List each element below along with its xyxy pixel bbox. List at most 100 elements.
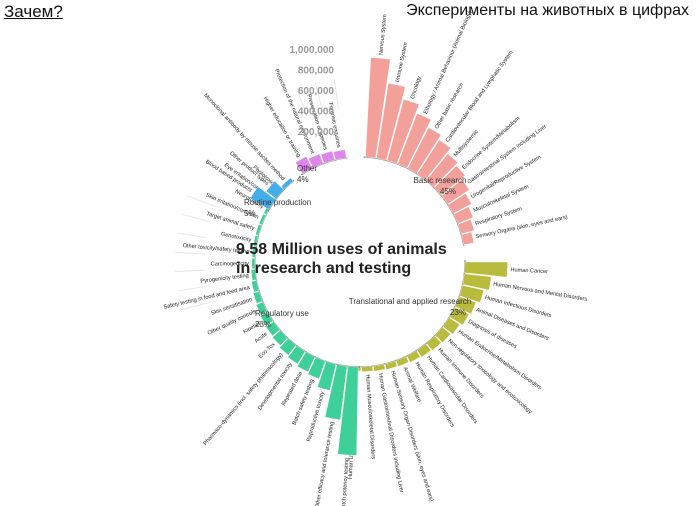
bar-label: Batch potency testing <box>341 458 351 506</box>
group-percent: 4% <box>297 175 309 184</box>
ghost-tick <box>181 301 211 311</box>
bar-label: Carcinogenicity <box>211 261 250 268</box>
bar <box>287 345 306 365</box>
bar <box>433 165 466 196</box>
ghost-tick <box>177 285 207 292</box>
scale-tick-label: 200,000 <box>298 127 335 138</box>
ghost-tick <box>175 269 206 273</box>
bar <box>324 364 348 421</box>
ghost-tick <box>181 213 211 223</box>
scale-tick-label: 800,000 <box>298 66 335 77</box>
bar-label: Pharmaco-dynamics (incl. safety pharmaco… <box>203 352 285 447</box>
bar <box>426 335 442 351</box>
scale-tick-label: 600,000 <box>298 86 335 97</box>
bar <box>249 186 276 210</box>
bar <box>376 83 406 161</box>
bar <box>250 269 257 281</box>
bar <box>406 350 421 363</box>
group-name: Regulatory use <box>255 309 309 318</box>
chart-title: 9.58 Million uses of animals in research… <box>236 240 466 278</box>
group-name: Basic research <box>414 176 467 185</box>
bar <box>252 291 263 304</box>
bar <box>457 219 475 235</box>
bar <box>361 366 374 372</box>
bar-label: Other efficacy and tolerance testing <box>315 421 336 506</box>
bar <box>461 231 475 245</box>
ghost-tick <box>175 251 206 255</box>
bar <box>454 296 477 315</box>
group-percent: 45% <box>440 187 456 196</box>
bar <box>317 361 337 391</box>
group-percent: 23% <box>450 308 466 317</box>
bar <box>251 246 257 258</box>
bar-label: Nervous System <box>378 14 388 56</box>
slide-title: Эксперименты на животных в цифрах <box>406 2 689 19</box>
bar <box>416 139 451 181</box>
ghost-tick <box>296 87 308 117</box>
group-name: Routine production <box>244 198 311 207</box>
bar <box>251 280 260 293</box>
bar <box>397 113 432 169</box>
ghost-tick <box>314 82 323 112</box>
bar <box>307 356 326 380</box>
bar <box>442 317 460 335</box>
bar <box>279 338 297 356</box>
bar <box>407 127 442 174</box>
bar <box>365 57 391 159</box>
ghost-tick <box>177 232 207 239</box>
bar <box>384 360 398 370</box>
bar <box>255 301 268 315</box>
slide-heading: Зачем? <box>4 2 63 21</box>
bar-label: Human Nervous and Mental Disorders <box>493 281 588 302</box>
bar <box>459 285 484 303</box>
bar <box>333 149 347 161</box>
bar <box>416 343 432 358</box>
bar-label: Pyrogenicity testing <box>200 273 249 285</box>
bar-label: Eco-Tox <box>258 342 277 360</box>
bar <box>295 156 313 175</box>
bar <box>251 257 256 270</box>
group-percent: 5% <box>244 209 256 218</box>
bar-label: Human Musculoskeletal Disorders <box>364 374 376 459</box>
group-name: Other <box>297 164 317 173</box>
bar-label: Human Cancer <box>510 267 548 275</box>
bar <box>464 261 508 278</box>
bar <box>255 224 262 236</box>
bar <box>252 235 259 247</box>
chart-title-line-2: in research and testing <box>236 260 412 277</box>
bar-label: Developmental toxicity <box>257 362 294 412</box>
chart-title-line-1: 9.58 Million uses of animals <box>236 241 447 258</box>
bar <box>434 326 451 343</box>
bar <box>395 356 410 367</box>
bar <box>265 180 285 200</box>
bar <box>272 330 288 346</box>
bar <box>297 351 316 373</box>
bar <box>281 177 294 190</box>
bar <box>447 193 472 214</box>
bar <box>308 153 324 169</box>
scale-tick-label: 1,000,000 <box>290 45 335 56</box>
bar <box>462 273 492 291</box>
bar <box>320 150 335 164</box>
bar-label: Ethology / Animal Behaviour (Animal Biol… <box>423 10 474 115</box>
bar-label: Reproductive toxicity <box>306 391 326 442</box>
bar <box>373 363 386 372</box>
bar <box>449 307 470 326</box>
bar-label: Acute <box>254 331 269 344</box>
bar <box>386 99 420 164</box>
ghost-tick <box>333 78 339 109</box>
group-name: Translational and applied research <box>349 297 471 306</box>
bar <box>425 153 458 188</box>
bar <box>337 366 359 456</box>
ghost-tick <box>187 195 216 207</box>
bar-label: Immune System <box>395 42 409 83</box>
bar-label: Oncology <box>410 75 423 100</box>
bar <box>453 206 474 224</box>
scale-tick-label: 400,000 <box>298 107 335 118</box>
bar <box>441 179 470 205</box>
bar <box>265 321 281 337</box>
bar <box>258 213 267 225</box>
bar <box>260 311 274 326</box>
group-percent: 23% <box>255 320 271 329</box>
